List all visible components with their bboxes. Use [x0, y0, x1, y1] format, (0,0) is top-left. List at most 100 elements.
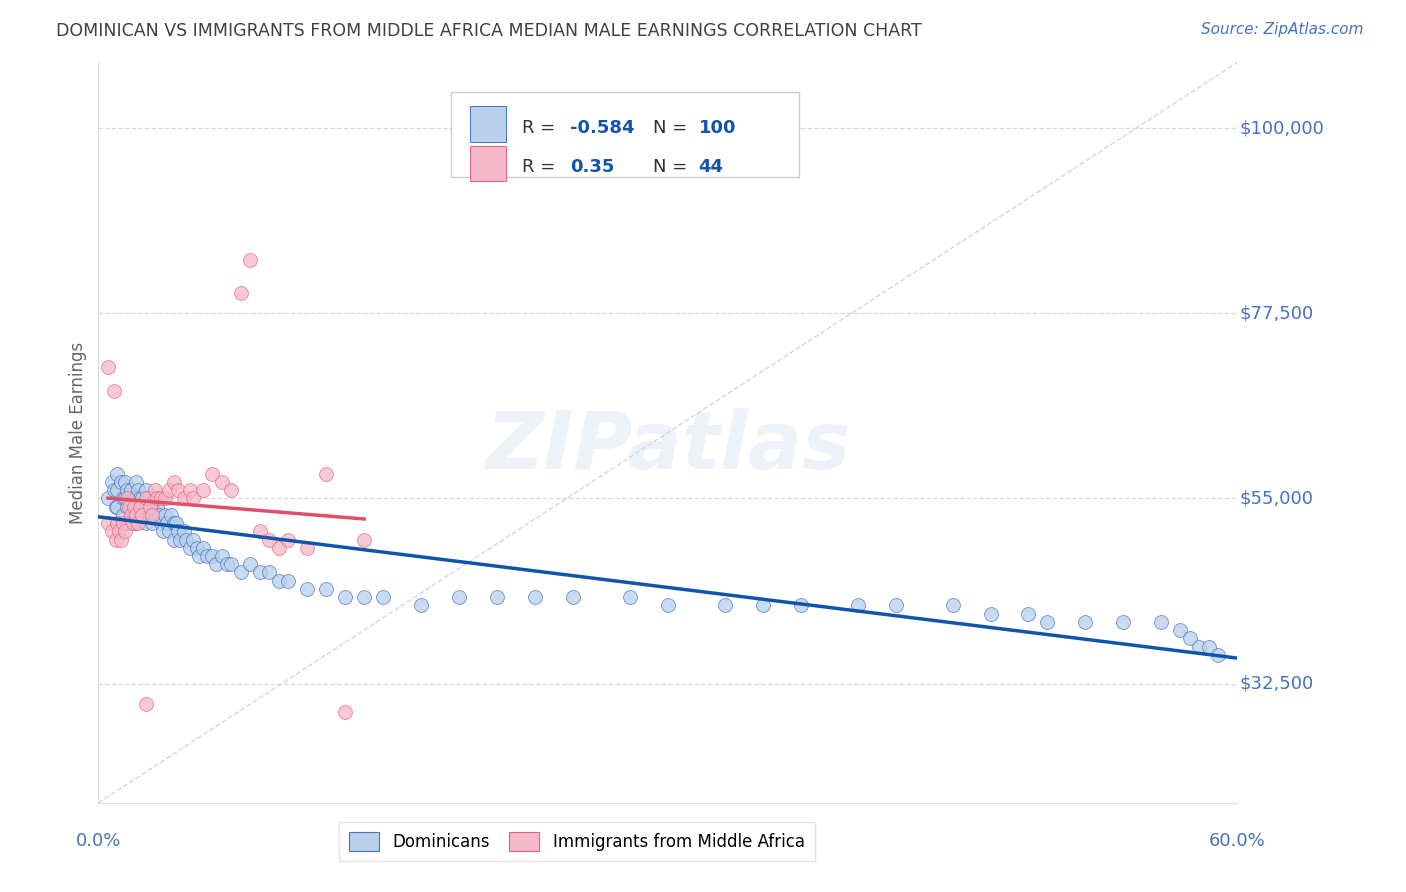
- Point: [107, 500, 129, 514]
- Point: [152, 524, 174, 539]
- Point: [150, 516, 173, 530]
- Point: [1178, 632, 1201, 646]
- Point: [114, 524, 136, 539]
- Point: [107, 516, 129, 530]
- Point: [97, 359, 120, 374]
- Point: [103, 483, 125, 498]
- Point: [125, 500, 148, 514]
- Point: [108, 524, 131, 539]
- Point: [115, 491, 138, 506]
- Text: Source: ZipAtlas.com: Source: ZipAtlas.com: [1201, 22, 1364, 37]
- Text: 100: 100: [699, 119, 737, 136]
- Point: [335, 590, 357, 604]
- Point: [1112, 615, 1135, 629]
- Point: [183, 491, 205, 506]
- Point: [1208, 648, 1230, 662]
- Point: [174, 533, 197, 547]
- Point: [1018, 607, 1040, 621]
- Point: [115, 516, 138, 530]
- Point: [191, 541, 214, 555]
- Point: [229, 285, 252, 300]
- Text: R =: R =: [522, 158, 567, 176]
- Legend: Dominicans, Immigrants from Middle Africa: Dominicans, Immigrants from Middle Afric…: [339, 822, 815, 861]
- Point: [217, 558, 239, 572]
- Point: [186, 541, 208, 555]
- Point: [619, 590, 641, 604]
- Point: [1170, 623, 1192, 637]
- Text: -0.584: -0.584: [569, 119, 634, 136]
- Point: [211, 549, 233, 563]
- Point: [141, 500, 163, 514]
- Point: [449, 590, 471, 604]
- Point: [353, 590, 375, 604]
- Point: [107, 483, 129, 498]
- Point: [129, 508, 152, 522]
- Point: [135, 516, 157, 530]
- Point: [135, 491, 157, 506]
- Point: [205, 558, 228, 572]
- Point: [486, 590, 509, 604]
- Point: [169, 533, 191, 547]
- Point: [371, 590, 394, 604]
- Point: [121, 516, 143, 530]
- FancyBboxPatch shape: [470, 106, 506, 142]
- Text: 44: 44: [699, 158, 724, 176]
- Point: [752, 599, 775, 613]
- Point: [163, 516, 186, 530]
- Point: [135, 500, 157, 514]
- Point: [115, 483, 138, 498]
- Point: [145, 508, 167, 522]
- Point: [173, 491, 195, 506]
- Point: [157, 483, 180, 498]
- Point: [132, 508, 155, 522]
- Point: [411, 599, 433, 613]
- FancyBboxPatch shape: [470, 145, 506, 181]
- Point: [1150, 615, 1173, 629]
- Point: [153, 508, 176, 522]
- Point: [121, 516, 143, 530]
- Point: [124, 491, 146, 506]
- Point: [1188, 640, 1211, 654]
- Point: [167, 483, 190, 498]
- Point: [135, 697, 157, 711]
- Point: [100, 475, 122, 489]
- Point: [1198, 640, 1220, 654]
- Point: [131, 491, 153, 506]
- Point: [163, 475, 186, 489]
- Point: [353, 533, 375, 547]
- Point: [277, 533, 299, 547]
- Point: [125, 491, 148, 506]
- Point: [120, 483, 142, 498]
- Point: [714, 599, 737, 613]
- Point: [173, 524, 195, 539]
- Point: [131, 508, 153, 522]
- Point: [145, 491, 167, 506]
- Point: [159, 508, 181, 522]
- Point: [148, 508, 170, 522]
- Point: [125, 516, 148, 530]
- Point: [110, 533, 132, 547]
- Point: [118, 500, 141, 514]
- Point: [129, 491, 152, 506]
- Point: [239, 558, 262, 572]
- Point: [145, 483, 167, 498]
- Point: [191, 483, 214, 498]
- Point: [129, 500, 152, 514]
- Point: [297, 582, 319, 596]
- Point: [120, 508, 142, 522]
- Point: [112, 508, 135, 522]
- Point: [267, 574, 290, 588]
- Point: [118, 491, 141, 506]
- Point: [156, 516, 179, 530]
- Point: [97, 516, 120, 530]
- Point: [267, 541, 290, 555]
- Point: [524, 590, 547, 604]
- Point: [125, 508, 148, 522]
- Point: [239, 252, 262, 267]
- Point: [107, 467, 129, 481]
- Point: [259, 566, 281, 580]
- Text: $100,000: $100,000: [1240, 120, 1324, 137]
- Text: N =: N =: [652, 119, 693, 136]
- Point: [127, 516, 149, 530]
- Point: [138, 508, 160, 522]
